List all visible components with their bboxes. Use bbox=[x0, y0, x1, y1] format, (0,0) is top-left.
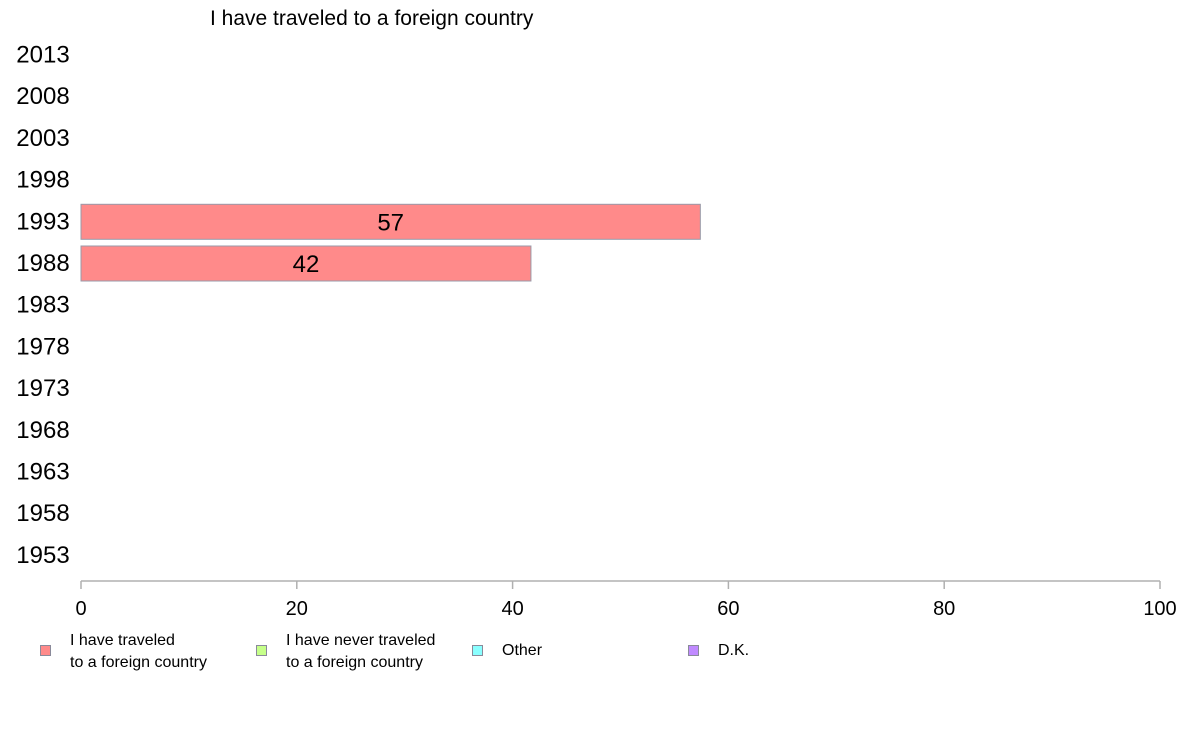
category-label: 1953 bbox=[16, 542, 69, 569]
category-label: 1998 bbox=[16, 167, 69, 194]
category-label: 1963 bbox=[16, 459, 69, 486]
chart-title: I have traveled to a foreign country bbox=[210, 7, 534, 30]
bar bbox=[80, 245, 532, 282]
legend-label: Other bbox=[502, 642, 543, 659]
category-label: 1993 bbox=[16, 208, 69, 235]
category-label: 1988 bbox=[16, 250, 69, 277]
x-tick-label: 100 bbox=[1143, 598, 1176, 620]
x-tick-label: 0 bbox=[75, 598, 86, 620]
x-tick-label: 60 bbox=[717, 598, 739, 620]
bar-chart: 2013 2008 2003 1998 1993 1988 1983 1978 1973 1968… bbox=[16, 42, 1176, 621]
legend-swatch bbox=[256, 645, 267, 656]
legend-label: I have traveled to a foreign country bbox=[70, 632, 207, 671]
legend: I have traveled to a foreign country I ha… bbox=[0, 630, 1188, 680]
legend-label: I have never traveled to a foreign count… bbox=[286, 632, 436, 671]
category-label: 1978 bbox=[16, 333, 69, 360]
legend-label: D.K. bbox=[718, 642, 750, 659]
category-label: 1973 bbox=[16, 375, 69, 402]
bar-value-label: 42 bbox=[293, 251, 320, 278]
x-tick-label: 80 bbox=[933, 598, 955, 620]
legend-swatch bbox=[40, 645, 51, 656]
category-label: 1958 bbox=[16, 500, 69, 527]
bar bbox=[80, 203, 701, 240]
legend-swatch bbox=[472, 645, 483, 656]
category-label: 1983 bbox=[16, 292, 69, 319]
legend-swatch bbox=[688, 645, 699, 656]
bar-value-label: 57 bbox=[377, 209, 404, 236]
category-label: 2013 bbox=[16, 42, 69, 69]
x-tick-label: 20 bbox=[286, 598, 308, 620]
category-label: 2008 bbox=[16, 83, 69, 110]
x-tick-label: 40 bbox=[501, 598, 523, 620]
category-label: 1968 bbox=[16, 417, 69, 444]
category-label: 2003 bbox=[16, 125, 69, 152]
